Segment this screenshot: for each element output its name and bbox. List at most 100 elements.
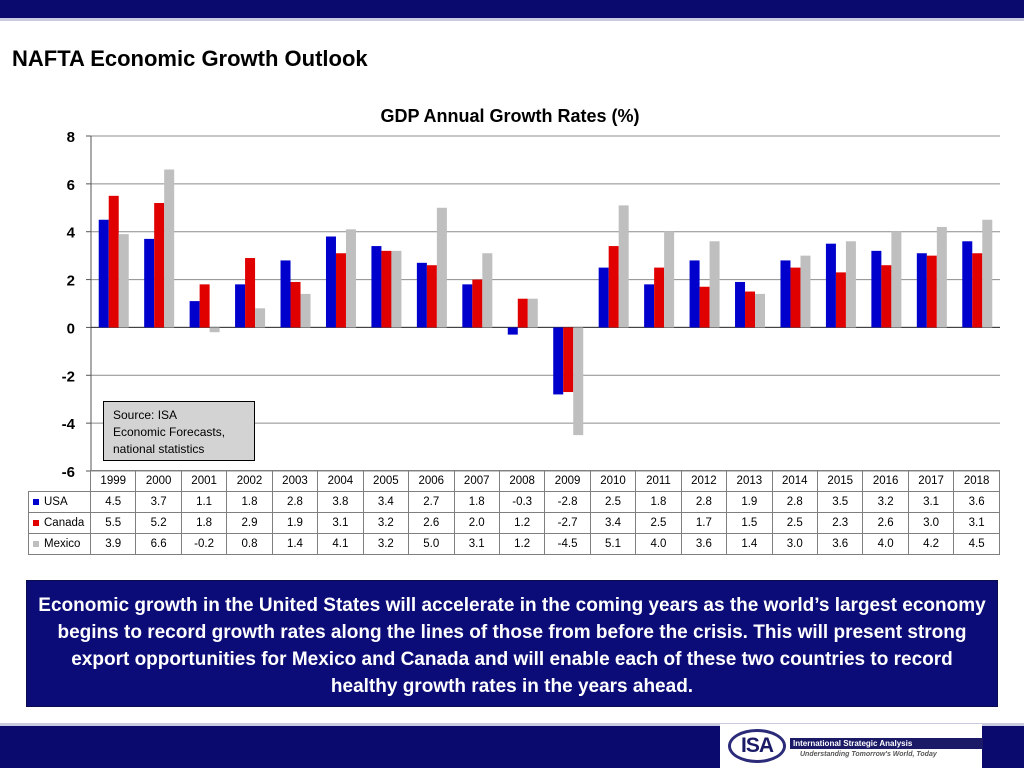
table-value-cell: 1.7 <box>680 512 728 534</box>
table-value-cell: 3.4 <box>589 512 637 534</box>
table-value-cell: 2.8 <box>680 491 728 513</box>
table-value-cell: 3.0 <box>907 512 955 534</box>
table-value-cell: -0.2 <box>180 533 228 555</box>
bar-mexico-2008 <box>527 298 538 328</box>
table-year-header: 2007 <box>453 470 500 492</box>
bar-usa-2016 <box>871 250 882 328</box>
table-value-cell: 5.1 <box>589 533 637 555</box>
table-value-cell: 5.0 <box>408 533 455 555</box>
table-year-header: 2002 <box>226 470 273 492</box>
table-row: Canada 5.5 5.2 1.8 2.9 1.9 3.1 3.2 2.6 2.0 1.2 -2.7… <box>28 512 1000 534</box>
table-series-label: Mexico <box>28 533 91 555</box>
table-value-cell: 1.4 <box>271 533 319 555</box>
y-tick-label: -2 <box>62 368 75 385</box>
bar-usa-2008 <box>507 327 518 335</box>
table-value-cell: 6.6 <box>135 533 182 555</box>
table-value-cell: -4.5 <box>544 533 591 555</box>
table-value-cell: -2.8 <box>544 491 591 513</box>
bar-usa-2009 <box>553 327 564 395</box>
bar-usa-2006 <box>416 262 427 328</box>
table-value-cell: 2.5 <box>635 512 682 534</box>
bar-canada-2003 <box>290 281 301 328</box>
bar-canada-2007 <box>472 279 483 328</box>
table-value-cell: 2.8 <box>271 491 319 513</box>
table-value-cell: 3.2 <box>362 533 410 555</box>
table-year-header: 2006 <box>408 470 455 492</box>
bar-mexico-2014 <box>800 255 811 328</box>
bar-usa-2007 <box>462 284 473 328</box>
slide-title: NAFTA Economic Growth Outlook <box>12 46 368 71</box>
table-value-cell: 2.0 <box>453 512 500 534</box>
table-year-header: 2016 <box>862 470 909 492</box>
bar-mexico-2005 <box>391 250 402 328</box>
y-tick-label: 8 <box>67 129 75 146</box>
bar-canada-2016 <box>881 265 892 328</box>
table-year-header: 2017 <box>907 470 955 492</box>
bar-canada-2011 <box>654 267 665 328</box>
bar-mexico-2015 <box>845 241 856 328</box>
table-year-header: 2013 <box>726 470 773 492</box>
bar-mexico-2004 <box>345 229 356 328</box>
top-divider <box>0 18 1024 21</box>
table-value-cell: 4.5 <box>89 491 137 513</box>
y-tick-label: 0 <box>67 320 75 337</box>
bar-canada-2000 <box>154 203 165 328</box>
table-year-header: 2011 <box>635 470 682 492</box>
bar-mexico-2009 <box>573 327 584 436</box>
table-value-cell: 1.9 <box>271 512 319 534</box>
table-value-cell: 3.8 <box>317 491 364 513</box>
table-year-header: 2003 <box>271 470 319 492</box>
summary-text: Economic growth in the United States wil… <box>38 595 986 697</box>
table-value-cell: 3.9 <box>89 533 137 555</box>
bar-usa-2017 <box>916 253 927 328</box>
table-value-cell: 1.8 <box>226 491 273 513</box>
legend-label: Mexico <box>44 538 81 550</box>
bar-canada-2013 <box>745 291 756 328</box>
table-value-cell: 0.8 <box>226 533 273 555</box>
table-year-header: 2004 <box>317 470 364 492</box>
table-value-cell: 2.5 <box>589 491 637 513</box>
table-value-cell: -0.3 <box>498 491 546 513</box>
y-tick-label: -6 <box>62 464 75 481</box>
isa-logo: ISA International Strategic Analysis Und… <box>720 724 983 768</box>
legend-key-usa <box>33 498 39 505</box>
table-year-header: 2012 <box>680 470 728 492</box>
bar-mexico-2007 <box>482 253 493 328</box>
table-header-row: 1999 2000 2001 2002 2003 2004 2005 2006 2007 2008… <box>29 470 1000 492</box>
table-value-cell: 1.5 <box>726 512 773 534</box>
table-year-header: 2010 <box>589 470 637 492</box>
bar-usa-2005 <box>371 246 382 328</box>
table-value-cell: 3.1 <box>953 512 1000 534</box>
table-value-cell: 4.5 <box>953 533 1000 555</box>
bar-mexico-2018 <box>982 219 993 328</box>
bar-canada-2012 <box>699 286 710 328</box>
summary-box: Economic growth in the United States wil… <box>26 580 998 707</box>
table-value-cell: 1.8 <box>635 491 682 513</box>
bottom-divider <box>0 723 1024 726</box>
table-year-header: 2009 <box>544 470 591 492</box>
bar-usa-2003 <box>280 260 291 328</box>
bar-canada-1999 <box>108 195 119 328</box>
gdp-bar-chart: 8 6 4 2 0 -2 -4 -6 <box>62 129 1000 481</box>
bar-usa-2015 <box>825 243 836 328</box>
bar-usa-2013 <box>735 281 746 328</box>
legend-key-mexico <box>33 540 39 547</box>
bar-mexico-2016 <box>891 231 902 328</box>
table-value-cell: 4.0 <box>862 533 909 555</box>
y-tick-label: 6 <box>67 177 75 194</box>
y-tick-label: -4 <box>62 416 76 433</box>
bar-canada-2004 <box>335 253 346 328</box>
table-value-cell: 3.4 <box>362 491 410 513</box>
isa-logo-tagline: Understanding Tomorrow's World, Today <box>800 751 937 758</box>
table-value-cell: 3.5 <box>816 491 864 513</box>
source-note-box: Source: ISA Economic Forecasts, national… <box>103 401 255 461</box>
source-note-line: Source: ISA <box>113 408 178 422</box>
y-tick-label: 2 <box>67 273 75 290</box>
bar-canada-2005 <box>381 250 392 328</box>
table-value-cell: 1.8 <box>453 491 500 513</box>
bar-canada-2008 <box>517 298 528 328</box>
legend-label: USA <box>44 496 68 508</box>
table-year-header: 2015 <box>816 470 864 492</box>
bar-mexico-1999 <box>118 234 129 328</box>
bar-usa-2014 <box>780 260 791 328</box>
